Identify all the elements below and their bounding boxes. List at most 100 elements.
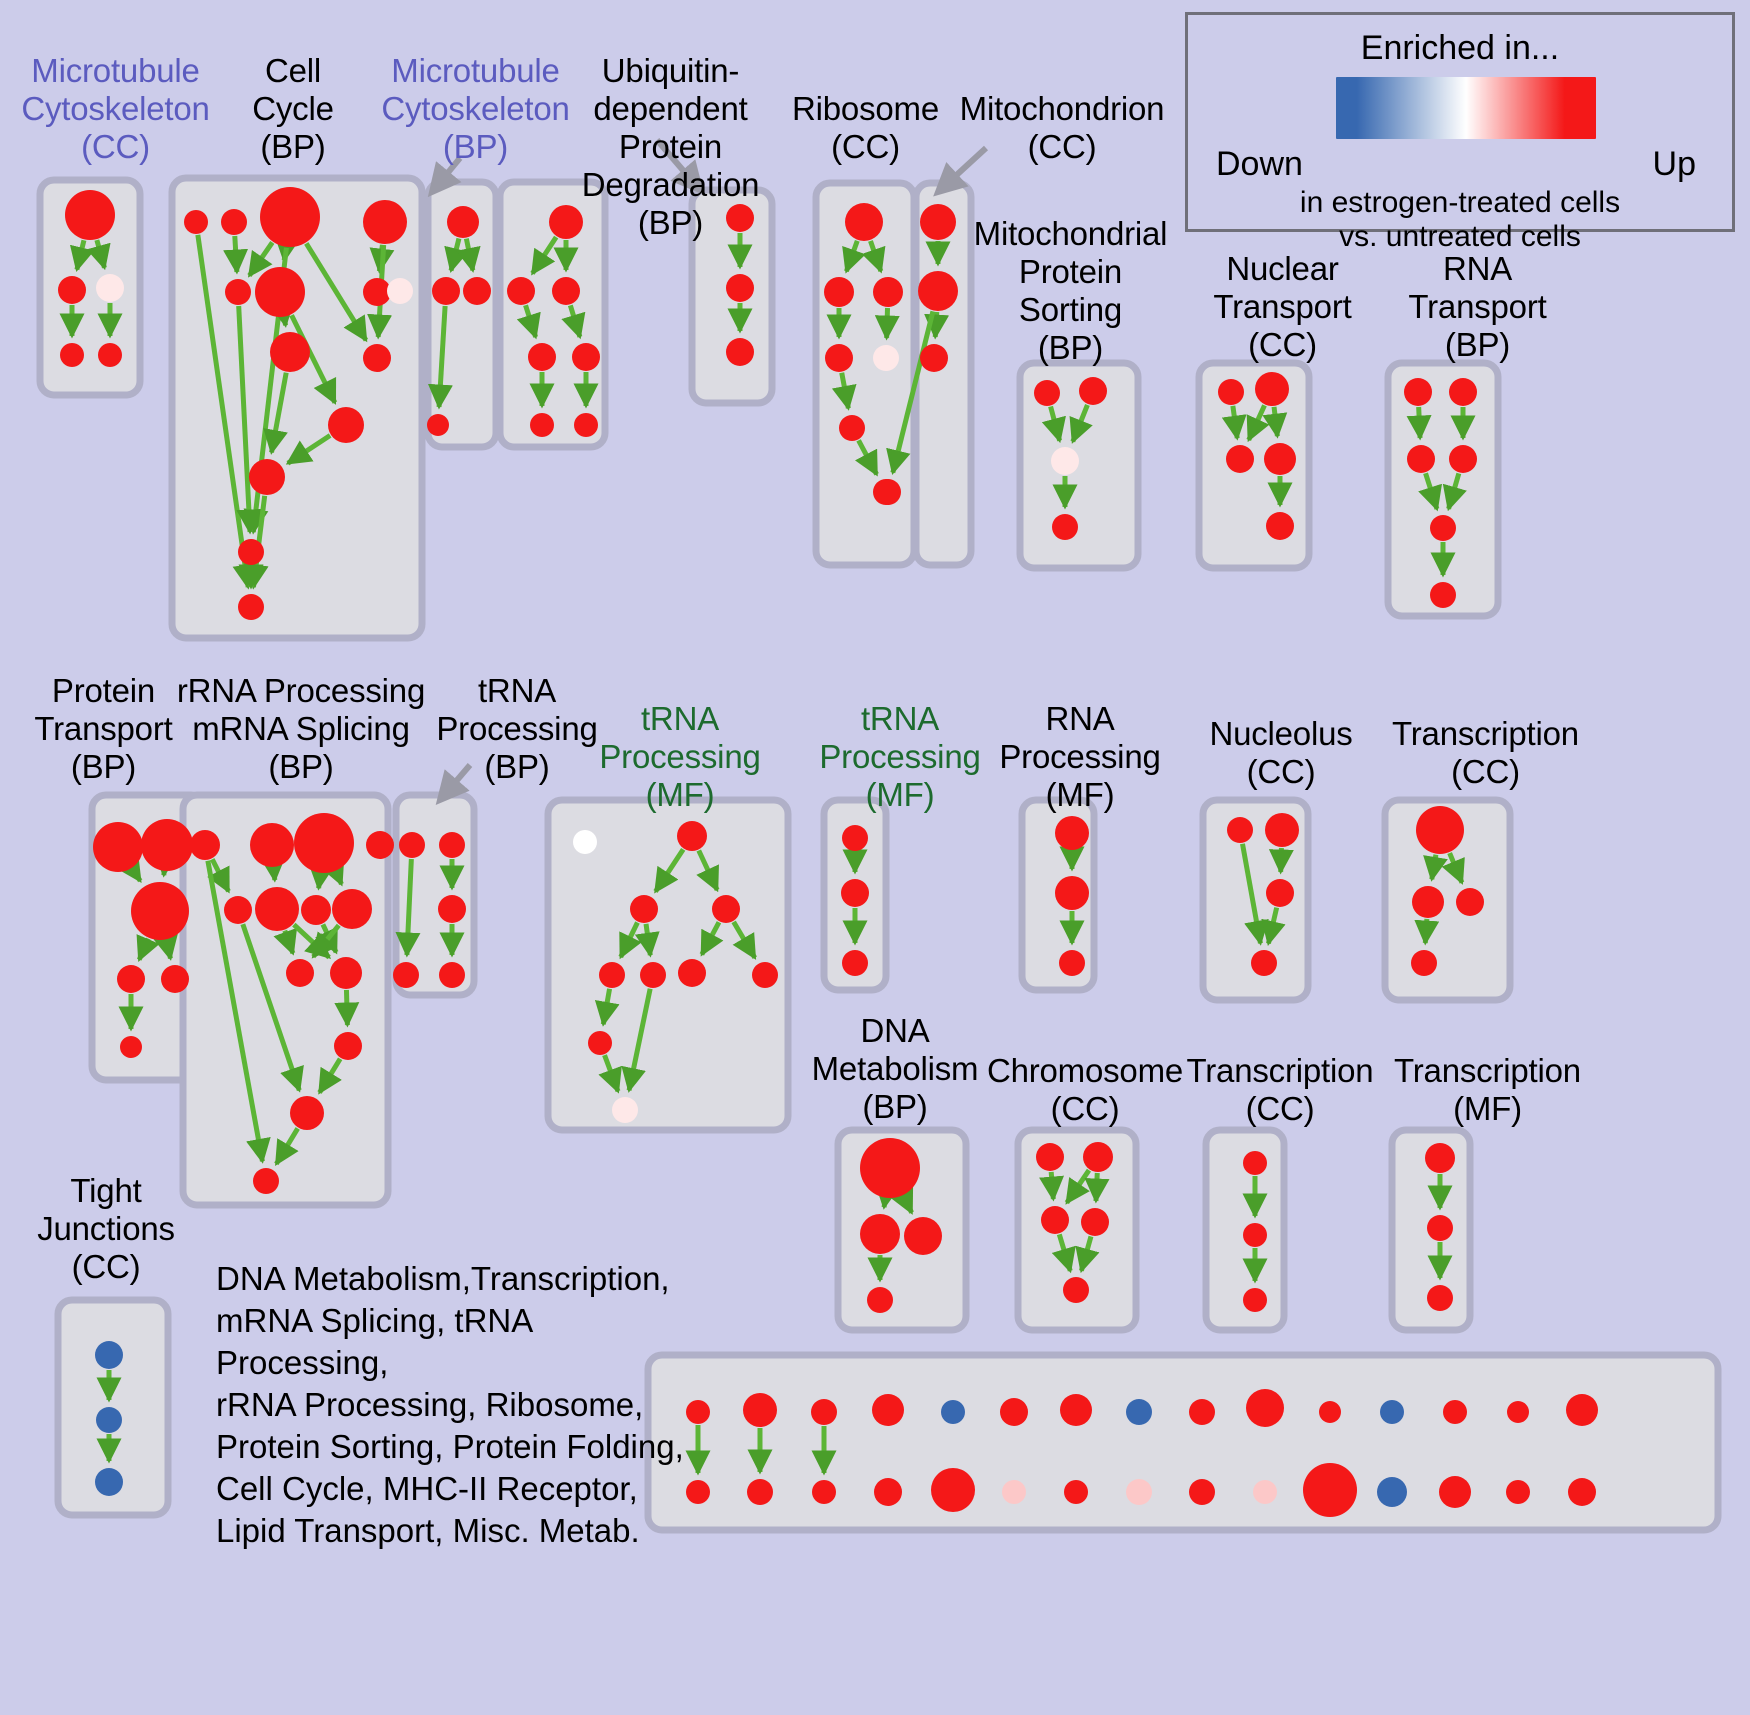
go-term-node[interactable] <box>224 896 252 924</box>
go-term-node[interactable] <box>1439 1476 1471 1508</box>
go-term-node[interactable] <box>875 479 901 505</box>
go-term-node[interactable] <box>1055 816 1089 850</box>
go-term-node[interactable] <box>1427 1215 1453 1241</box>
go-term-node[interactable] <box>95 1468 123 1496</box>
go-term-node[interactable] <box>588 1031 612 1055</box>
go-term-node[interactable] <box>249 459 285 495</box>
go-term-node[interactable] <box>117 965 145 993</box>
go-term-node[interactable] <box>1041 1206 1069 1234</box>
go-term-node[interactable] <box>1412 886 1444 918</box>
go-term-node[interactable] <box>65 190 115 240</box>
go-term-node[interactable] <box>1568 1478 1596 1506</box>
go-term-node[interactable] <box>552 277 580 305</box>
go-term-node[interactable] <box>1411 950 1437 976</box>
go-term-node[interactable] <box>747 1479 773 1505</box>
go-term-node[interactable] <box>238 594 264 620</box>
go-term-node[interactable] <box>330 957 362 989</box>
go-term-node[interactable] <box>1060 1394 1092 1426</box>
go-term-node[interactable] <box>841 879 869 907</box>
go-term-node[interactable] <box>904 1217 942 1255</box>
go-term-node[interactable] <box>867 1287 893 1313</box>
go-term-node[interactable] <box>1243 1223 1267 1247</box>
go-term-node[interactable] <box>438 895 466 923</box>
go-term-node[interactable] <box>1427 1285 1453 1311</box>
go-term-node[interactable] <box>447 206 479 238</box>
go-term-node[interactable] <box>1443 1400 1467 1424</box>
go-term-node[interactable] <box>225 279 251 305</box>
go-term-node[interactable] <box>842 825 868 851</box>
go-term-node[interactable] <box>549 205 583 239</box>
go-term-node[interactable] <box>1407 445 1435 473</box>
go-term-node[interactable] <box>270 332 310 372</box>
go-term-node[interactable] <box>1255 372 1289 406</box>
go-term-node[interactable] <box>363 200 407 244</box>
go-term-node[interactable] <box>1059 950 1085 976</box>
go-term-node[interactable] <box>1319 1401 1341 1423</box>
go-term-node[interactable] <box>1081 1208 1109 1236</box>
go-term-node[interactable] <box>812 1480 836 1504</box>
go-term-node[interactable] <box>1002 1480 1026 1504</box>
go-term-node[interactable] <box>1377 1477 1407 1507</box>
go-term-node[interactable] <box>811 1399 837 1425</box>
go-term-node[interactable] <box>96 1407 122 1433</box>
go-term-node[interactable] <box>393 962 419 988</box>
go-term-node[interactable] <box>399 832 425 858</box>
go-term-node[interactable] <box>941 1400 965 1424</box>
go-term-node[interactable] <box>1064 1480 1088 1504</box>
go-term-node[interactable] <box>250 823 294 867</box>
go-term-node[interactable] <box>1055 876 1089 910</box>
go-term-node[interactable] <box>842 950 868 976</box>
go-term-node[interactable] <box>290 1096 324 1130</box>
go-term-node[interactable] <box>1507 1401 1529 1423</box>
go-term-node[interactable] <box>96 274 124 302</box>
go-term-node[interactable] <box>726 204 754 232</box>
go-term-node[interactable] <box>920 344 948 372</box>
go-term-node[interactable] <box>1126 1399 1152 1425</box>
go-term-node[interactable] <box>1246 1389 1284 1427</box>
go-term-node[interactable] <box>334 1032 362 1060</box>
go-term-node[interactable] <box>528 343 556 371</box>
go-term-node[interactable] <box>260 187 320 247</box>
go-term-node[interactable] <box>1404 378 1432 406</box>
go-term-node[interactable] <box>677 821 707 851</box>
go-term-node[interactable] <box>743 1393 777 1427</box>
go-term-node[interactable] <box>98 343 122 367</box>
go-term-node[interactable] <box>1506 1480 1530 1504</box>
go-term-node[interactable] <box>1083 1142 1113 1172</box>
go-term-node[interactable] <box>95 1341 123 1369</box>
go-term-node[interactable] <box>1227 817 1253 843</box>
go-term-node[interactable] <box>1303 1463 1357 1517</box>
go-term-node[interactable] <box>60 343 84 367</box>
go-term-node[interactable] <box>1034 380 1060 406</box>
go-term-node[interactable] <box>507 277 535 305</box>
go-term-node[interactable] <box>221 209 247 235</box>
go-term-node[interactable] <box>1251 950 1277 976</box>
go-term-node[interactable] <box>726 338 754 366</box>
go-term-node[interactable] <box>387 278 413 304</box>
go-term-node[interactable] <box>1052 514 1078 540</box>
go-term-node[interactable] <box>824 277 854 307</box>
go-term-node[interactable] <box>184 210 208 234</box>
go-term-node[interactable] <box>120 1036 142 1058</box>
go-term-node[interactable] <box>255 887 299 931</box>
go-term-node[interactable] <box>255 267 305 317</box>
go-term-node[interactable] <box>432 277 460 305</box>
go-term-node[interactable] <box>640 962 666 988</box>
go-term-node[interactable] <box>686 1400 710 1424</box>
go-term-node[interactable] <box>920 204 956 240</box>
go-term-node[interactable] <box>1266 879 1294 907</box>
go-term-node[interactable] <box>1218 379 1244 405</box>
go-term-node[interactable] <box>712 895 740 923</box>
go-term-node[interactable] <box>1226 445 1254 473</box>
go-term-node[interactable] <box>363 278 391 306</box>
go-term-node[interactable] <box>427 414 449 436</box>
go-term-node[interactable] <box>860 1214 900 1254</box>
go-term-node[interactable] <box>686 1480 710 1504</box>
go-term-node[interactable] <box>1380 1400 1404 1424</box>
go-term-node[interactable] <box>1000 1398 1028 1426</box>
go-term-node[interactable] <box>825 344 853 372</box>
go-term-node[interactable] <box>1266 512 1294 540</box>
go-term-node[interactable] <box>873 345 899 371</box>
go-term-node[interactable] <box>1449 445 1477 473</box>
go-term-node[interactable] <box>253 1168 279 1194</box>
